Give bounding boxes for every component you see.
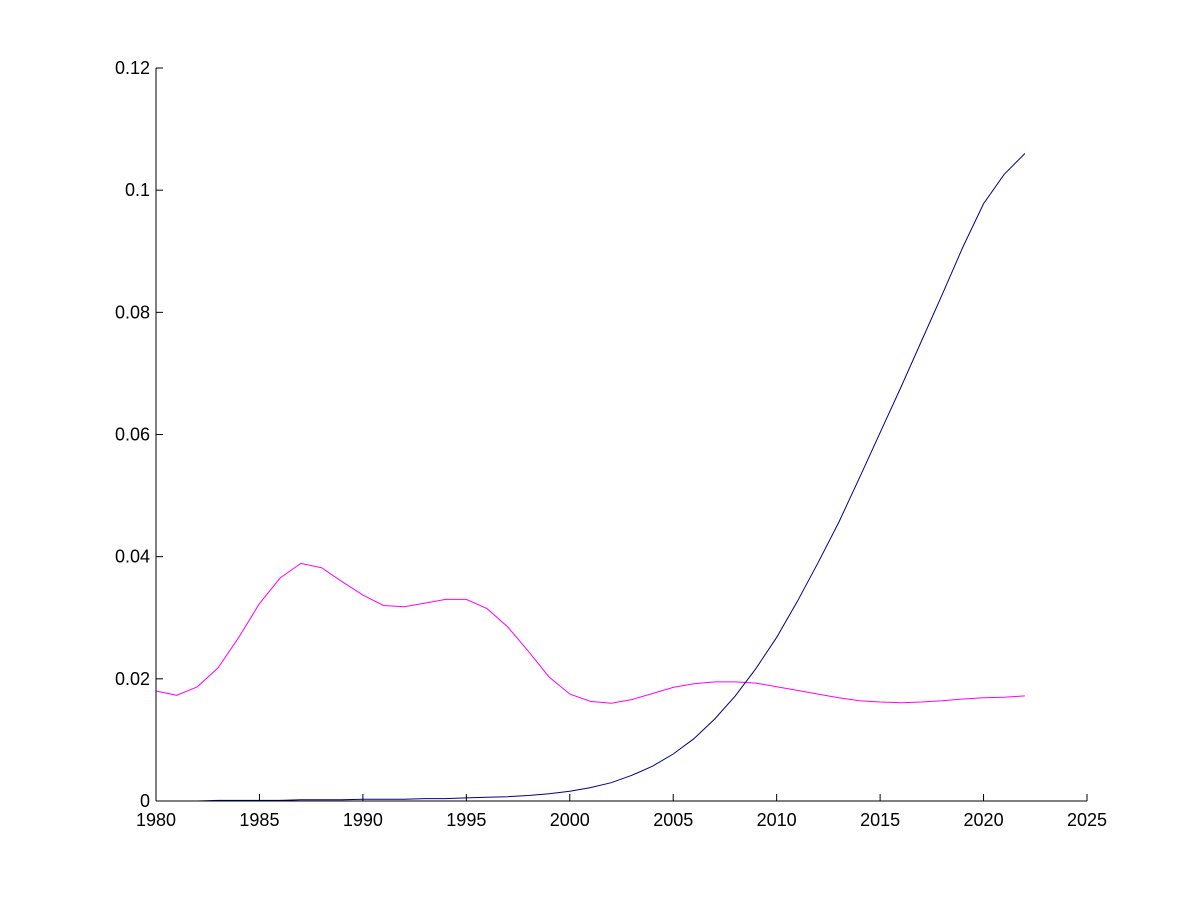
axes-layer <box>155 68 1087 802</box>
y-tick-label: 0.12 <box>115 58 150 78</box>
x-axis-ticks: 1980 1985 1990 1995 2000 2005 2010 2015 2020 2025 <box>136 794 1107 830</box>
y-tick-label: 0.06 <box>115 425 150 445</box>
series-line-1 <box>155 562 1025 704</box>
x-tick-label: 2025 <box>1067 810 1107 830</box>
x-tick-label: 1980 <box>136 810 176 830</box>
x-tick-label: 2000 <box>550 810 590 830</box>
y-tick-label: 0.02 <box>115 669 150 689</box>
series-line-2 <box>156 153 1026 802</box>
x-tick-label: 2010 <box>757 810 797 830</box>
y-tick-label: 0.1 <box>125 180 150 200</box>
x-tick-label: 2015 <box>860 810 900 830</box>
y-tick-label: 0 <box>140 791 150 811</box>
x-tick-label: 1995 <box>446 810 486 830</box>
x-tick-label: 2020 <box>964 810 1004 830</box>
series-layer <box>155 153 1026 802</box>
x-tick-label: 2005 <box>653 810 693 830</box>
y-tick-label: 0.08 <box>115 302 150 322</box>
y-tick-label: 0.04 <box>115 547 150 567</box>
x-tick-label: 1985 <box>239 810 279 830</box>
x-tick-label: 1990 <box>343 810 383 830</box>
y-axis-ticks: 0 0.02 0.04 0.06 0.08 0.1 0.12 <box>115 58 163 811</box>
